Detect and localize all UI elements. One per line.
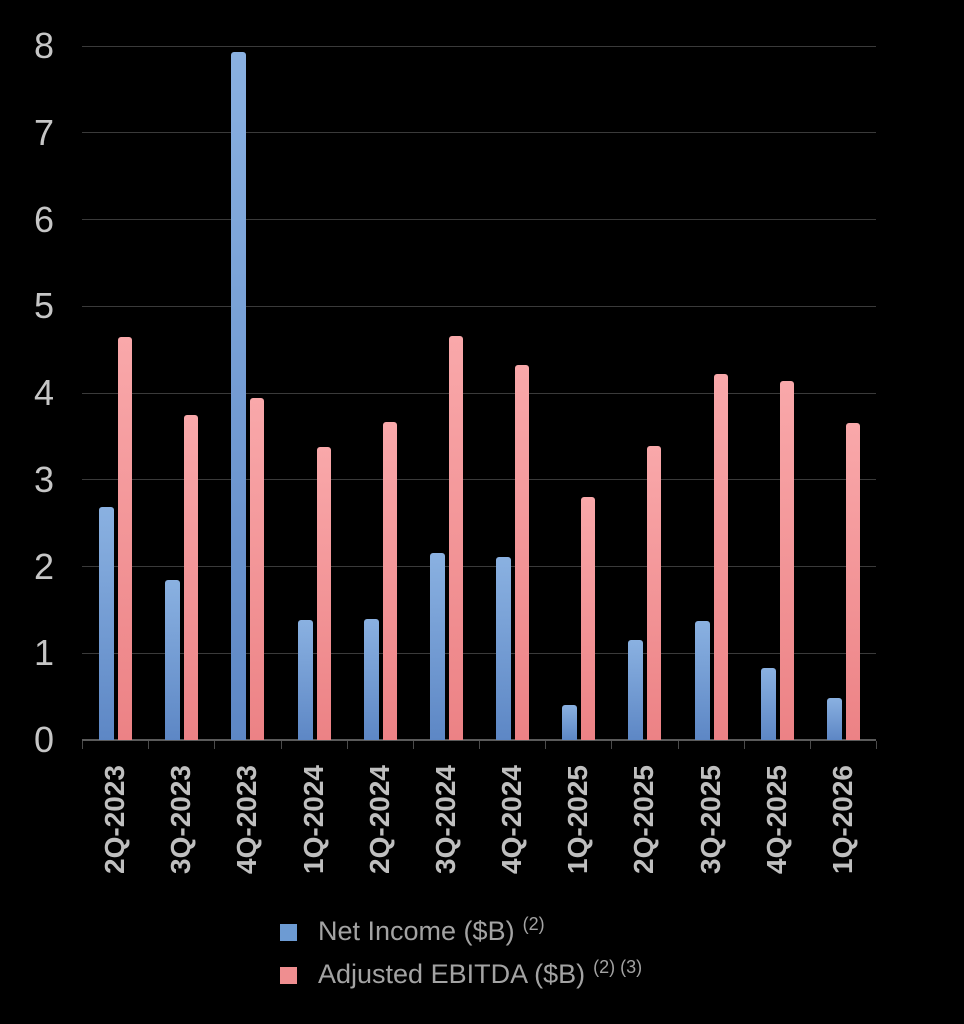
gridline-6 [82,219,876,220]
y-axis-label-8: 8 [33,25,54,66]
bar-net-income-4Q-2024 [496,556,512,740]
x-axis-label-1Q-2024: 1Q-2024 [297,765,329,874]
bar-net-income-1Q-2025 [562,705,578,740]
x-axis-label-4Q-2025: 4Q-2025 [760,765,792,874]
net-income-swatch [280,923,297,941]
x-axis-tick [743,741,745,749]
bar-adjusted-ebitda-3Q-2025 [713,373,728,740]
x-axis-label-3Q-2023: 3Q-2023 [165,765,197,874]
x-axis-label-3Q-2024: 3Q-2024 [429,765,461,874]
gridline-8 [82,45,876,47]
x-axis-label-1Q-2026: 1Q-2026 [826,765,858,874]
x-axis-label-2Q-2025: 2Q-2025 [628,765,660,874]
adjusted-ebitda-footnote: (2) (3) [593,956,643,977]
y-axis-label-5: 5 [33,285,54,327]
bar-adjusted-ebitda-4Q-2024 [515,365,530,740]
x-axis-tick [280,741,282,749]
x-axis-label-3Q-2025: 3Q-2025 [694,765,726,874]
legend-item-adjusted-ebitda: Adjusted EBITDA ($B) (2) (3) [280,956,642,994]
bar-adjusted-ebitda-4Q-2025 [779,380,794,740]
x-axis-tick [346,741,348,749]
y-axis-label-1: 1 [33,632,54,674]
y-axis-label-0: 0 [33,719,54,760]
x-axis-tick [148,741,150,749]
legend-item-net-income: Net Income ($B) (2) [280,913,642,951]
bar-net-income-4Q-2025 [760,667,776,740]
net-income-legend-label: Net Income ($B) (2) [318,913,545,946]
x-axis-tick [876,741,877,749]
x-axis-label-2Q-2024: 2Q-2024 [363,765,395,874]
net-income-footnote: (2) [522,913,545,934]
bar-adjusted-ebitda-3Q-2024 [448,335,463,740]
bar-adjusted-ebitda-2Q-2025 [647,445,662,740]
bar-net-income-1Q-2026 [826,698,842,740]
bar-adjusted-ebitda-2Q-2023 [118,337,133,740]
bar-net-income-4Q-2023 [231,52,247,740]
x-axis-label-1Q-2025: 1Q-2025 [562,765,594,874]
x-axis-label-4Q-2024: 4Q-2024 [496,765,528,874]
x-axis-tick [809,741,811,749]
bar-net-income-1Q-2024 [297,620,313,740]
adjusted-ebitda-legend-label: Adjusted EBITDA ($B) (2) (3) [318,956,643,989]
bar-adjusted-ebitda-3Q-2023 [184,414,199,740]
y-axis-label-2: 2 [33,545,54,587]
gridline-4 [82,392,876,394]
y-axis-label-7: 7 [33,111,54,153]
x-axis-tick [82,741,83,749]
y-axis-label-4: 4 [33,372,54,413]
bar-net-income-3Q-2024 [429,552,445,740]
bar-net-income-3Q-2025 [694,621,710,740]
x-axis-tick [611,741,613,749]
y-axis-label-3: 3 [33,458,54,500]
bar-adjusted-ebitda-4Q-2023 [250,398,265,740]
gridline-5 [82,305,876,307]
gridline-1 [82,652,876,654]
bar-adjusted-ebitda-1Q-2026 [845,423,860,740]
x-axis-tick [677,741,679,749]
x-axis-label-4Q-2023: 4Q-2023 [231,765,263,874]
bar-net-income-3Q-2023 [165,580,181,740]
bar-adjusted-ebitda-2Q-2024 [382,422,397,740]
gridline-3 [82,479,876,481]
gridline-2 [82,566,876,567]
bar-net-income-2Q-2024 [363,619,379,740]
x-axis-label-2Q-2023: 2Q-2023 [99,765,131,874]
bar-net-income-2Q-2025 [628,640,644,740]
adjusted-ebitda-swatch [280,966,297,984]
x-axis-tick [479,741,480,749]
x-axis-tick [545,741,547,749]
bar-adjusted-ebitda-1Q-2024 [316,446,331,740]
x-axis-line [82,739,876,741]
legend: Net Income ($B) (2) Adjusted EBITDA ($B)(… [280,913,642,994]
x-axis-tick [412,741,414,749]
x-axis-tick [214,741,216,749]
y-axis-label-6: 6 [33,198,54,240]
bar-net-income-2Q-2023 [99,506,115,740]
bar-adjusted-ebitda-1Q-2025 [581,497,596,740]
gridline-7 [82,132,876,134]
